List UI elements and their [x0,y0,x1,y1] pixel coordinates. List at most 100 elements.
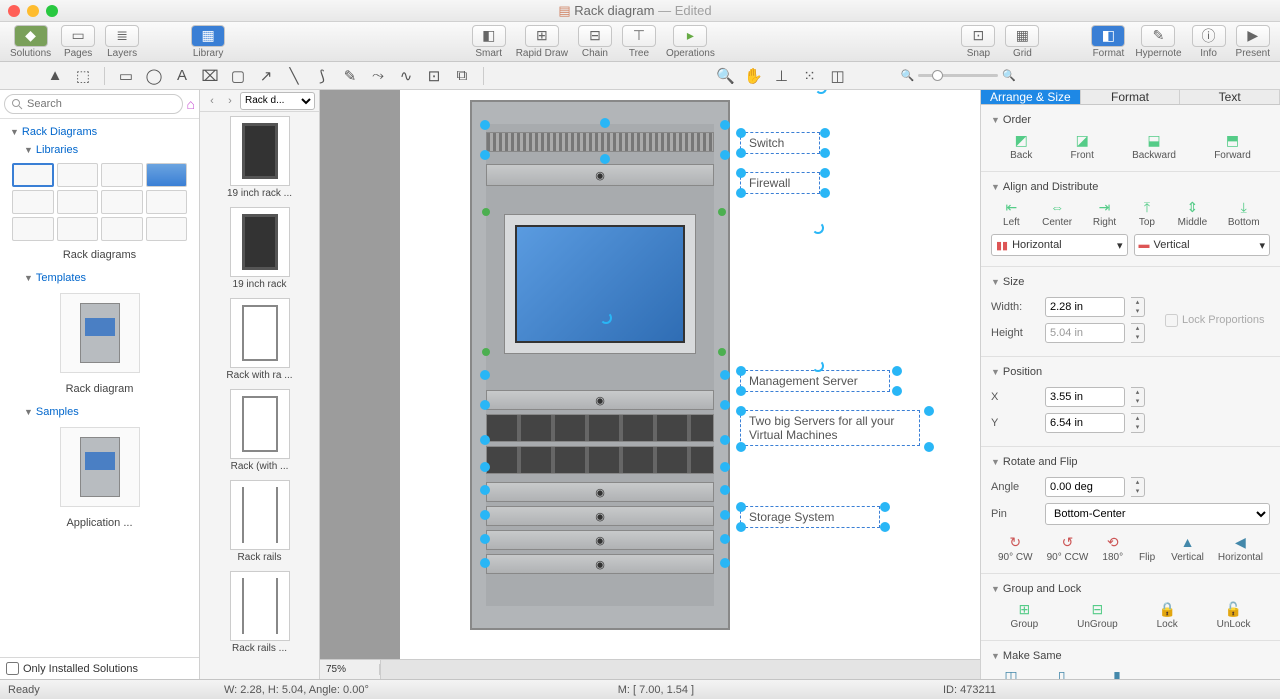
width-input[interactable] [1045,297,1125,317]
callout-storage[interactable]: Storage System [740,506,880,528]
pan-tool[interactable]: ✋ [743,66,765,86]
unit-storage[interactable]: ◉ [486,482,714,502]
shape-cell[interactable] [146,163,188,187]
align-bottom[interactable]: ⤓Bottom [1228,199,1260,228]
format-button[interactable]: ◧Format [1087,25,1129,59]
rotate-ccw[interactable]: ↺90° CCW [1047,534,1089,563]
tree-libraries[interactable]: ▼Libraries [20,141,193,159]
shape-cell[interactable] [12,190,54,214]
tree-button[interactable]: ⊤Tree [618,25,660,59]
stencil-item[interactable]: Rack rails [204,480,315,563]
close-icon[interactable] [8,5,20,17]
align-center[interactable]: ⇔Center [1042,199,1072,228]
grid-button[interactable]: ▦Grid [1001,25,1043,59]
callout-firewall[interactable]: Firewall [740,172,820,194]
shape-cell[interactable] [57,163,99,187]
text-tool[interactable]: A [171,66,193,86]
stencil-item[interactable]: 19 inch rack [204,207,315,290]
stencil-item[interactable]: 19 inch rack ... [204,116,315,199]
order-back[interactable]: ◩Back [1010,132,1032,161]
unit-storage[interactable]: ◉ [486,530,714,550]
group-button[interactable]: ⊞Group [1010,601,1038,630]
sample-thumb[interactable] [60,427,140,507]
rotate-cw[interactable]: ↻90° CW [998,534,1033,563]
align-top[interactable]: ⤒Top [1137,199,1157,228]
ellipse-tool[interactable]: ◯ [143,66,165,86]
rect-tool[interactable]: ▭ [115,66,137,86]
angle-input[interactable] [1045,477,1125,497]
callout-servers[interactable]: Two big Servers for all your Virtual Mac… [740,410,920,446]
shape-cell[interactable] [101,163,143,187]
shape-cell[interactable] [146,217,188,241]
solutions-button[interactable]: ◆Solutions [6,25,55,59]
note-tool[interactable]: ▢ [227,66,249,86]
snap-button[interactable]: ⊡Snap [957,25,999,59]
align-right[interactable]: ⇥Right [1093,199,1116,228]
library-button[interactable]: ▦Library [187,25,229,59]
zoom-tool[interactable]: 🔍 [715,66,737,86]
tree-samples[interactable]: ▼Samples [20,403,193,421]
align-middle[interactable]: ⇕Middle [1178,199,1207,228]
pointer-tool[interactable]: ▲ [44,66,66,86]
smart-button[interactable]: ◧Smart [468,25,510,59]
unit-monitor[interactable] [504,214,696,354]
eyedropper-tool[interactable]: ⁙ [799,66,821,86]
unit-storage[interactable]: ◉ [486,506,714,526]
zoom-level[interactable]: 75% [320,664,380,675]
same-width[interactable]: ▯Width [1049,668,1075,679]
zoom-in-icon[interactable]: 🔍 [1002,69,1016,82]
present-button[interactable]: ▶Present [1232,25,1274,59]
stencil-item[interactable]: Rack (with ... [204,389,315,472]
order-forward[interactable]: ⬒Forward [1214,132,1251,161]
align-tool[interactable]: ⊥ [771,66,793,86]
unlock-button[interactable]: 🔓UnLock [1217,601,1251,630]
order-front[interactable]: ◪Front [1071,132,1094,161]
same-size[interactable]: ◫Size [1001,668,1021,679]
operations-button[interactable]: ▸Operations [662,25,719,59]
align-left[interactable]: ⇤Left [1001,199,1021,228]
stencil-fwd-icon[interactable]: › [222,95,238,107]
rotate-180[interactable]: ⟲180° [1102,534,1123,563]
rack-shape[interactable]: ◉ ◉ ◉ ◉ ◉ ◉ [470,100,730,630]
unit-server2[interactable] [486,446,714,474]
unit-storage[interactable]: ◉ [486,554,714,574]
flip-vertical[interactable]: ▲Vertical [1171,534,1204,563]
rapid-draw-button[interactable]: ⊞Rapid Draw [512,25,572,59]
clone-tool[interactable]: ⧉ [451,66,473,86]
arrow-tool[interactable]: ↗ [255,66,277,86]
eraser-tool[interactable]: ◫ [827,66,849,86]
order-backward[interactable]: ⬓Backward [1132,132,1176,161]
canvas[interactable]: ◉ ◉ ◉ ◉ ◉ ◉ Switch Firewall Management S… [320,90,980,679]
tab-text[interactable]: Text [1180,90,1280,104]
y-stepper[interactable]: ▴▾ [1131,413,1145,433]
stencil-item[interactable]: Rack rails ... [204,571,315,654]
line-tool[interactable]: ╲ [283,66,305,86]
info-button[interactable]: ⓘInfo [1188,25,1230,59]
zoom-slider[interactable]: 🔍 🔍 [901,69,1016,82]
shape-cell[interactable] [12,217,54,241]
only-installed-checkbox[interactable] [6,662,19,675]
flip-horizontal[interactable]: ◀Horizontal [1218,534,1263,563]
callout-switch[interactable]: Switch [740,132,820,154]
layers-button[interactable]: ≣Layers [101,25,143,59]
stencil-back-icon[interactable]: ‹ [204,95,220,107]
x-input[interactable] [1045,387,1125,407]
ungroup-button[interactable]: ⊟UnGroup [1077,601,1118,630]
lock-proportions[interactable]: Lock Proportions [1165,294,1265,346]
shape-cell[interactable] [146,190,188,214]
height-stepper[interactable]: ▴▾ [1131,323,1145,343]
unit-server1[interactable] [486,414,714,442]
shape-cell[interactable] [101,190,143,214]
stencil-dropdown[interactable]: Rack d... [240,92,315,110]
pen-tool[interactable]: ✎ [339,66,361,86]
width-stepper[interactable]: ▴▾ [1131,297,1145,317]
home-icon[interactable]: ⌂ [187,96,195,112]
lock-button[interactable]: 🔒Lock [1157,601,1178,630]
chain-button[interactable]: ⊟Chain [574,25,616,59]
zoom-out-icon[interactable]: 🔍 [901,69,915,82]
tab-arrange[interactable]: Arrange & Size [981,90,1081,104]
tab-format[interactable]: Format [1081,90,1181,104]
angle-stepper[interactable]: ▴▾ [1131,477,1145,497]
tree-templates[interactable]: ▼Templates [20,269,193,287]
textbox-tool[interactable]: ⌧ [199,66,221,86]
